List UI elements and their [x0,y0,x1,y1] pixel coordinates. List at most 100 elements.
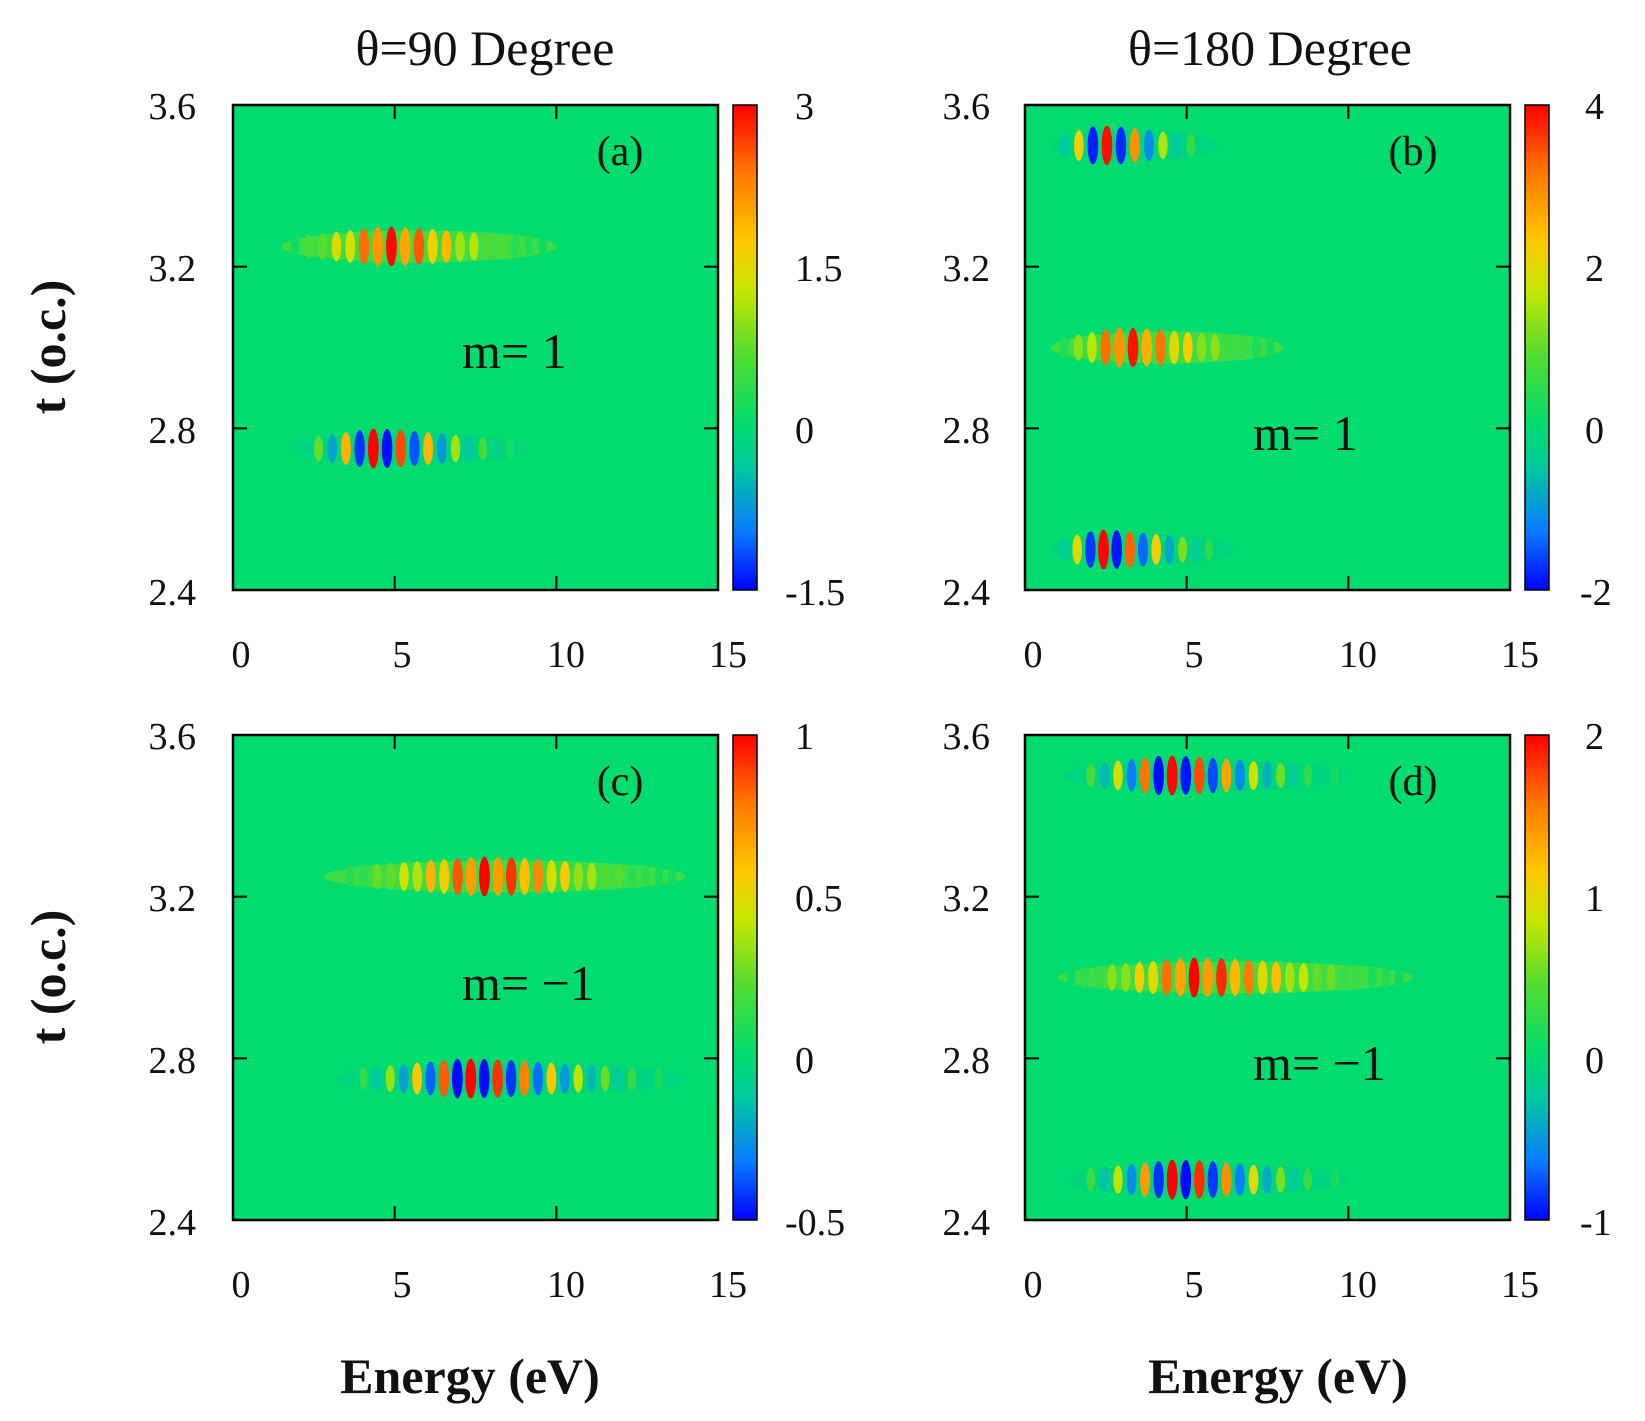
burst-fringe [345,230,356,263]
burst-fringe [1238,335,1247,360]
burst-fringe [1139,757,1151,794]
burst-fringe [1186,133,1196,157]
xtick-label: 5 [393,634,412,676]
burst-fringe [496,234,506,259]
burst-fringe [1153,755,1165,796]
panel-a-ticks [232,104,719,591]
burst-fringe [532,1061,543,1096]
colorbar-tick-label: 2 [1585,716,1604,758]
burst-fringe [1235,1163,1245,1196]
burst-fringe [1148,960,1159,995]
panel-a-bursts [281,226,557,469]
burst-fringe [1182,331,1193,364]
burst-fringe [327,434,338,463]
burst-fringe [1113,760,1123,791]
burst-fringe [1137,532,1149,567]
burst-fringe [1100,329,1111,366]
burst-halo [291,432,524,465]
xtick-label: 0 [1024,634,1043,676]
panel-a-label: (a) [597,129,644,175]
burst-fringe [1248,1164,1259,1195]
burst-fringe [464,435,474,462]
burst-fringe [519,858,530,895]
burst-fringe [1316,1168,1326,1191]
xtick-label: 0 [232,634,251,676]
burst-fringe [413,227,425,265]
burst-fringe [318,233,328,260]
burst-fringe [538,235,547,258]
xtick-label: 10 [1339,634,1377,676]
burst-fringe [1126,759,1137,792]
burst-fringe [560,860,570,893]
burst-fringe [1353,965,1363,990]
burst-fringe [1072,534,1082,565]
burst-fringe [1251,336,1261,359]
panel-c-label: (c) [597,759,644,805]
burst-fringe [1312,964,1322,991]
burst-fringe [1194,756,1205,795]
xtick-label: 10 [547,634,585,676]
burst-fringe [1229,958,1241,997]
burst-fringe [398,1063,409,1094]
panel-a-frame [231,103,720,592]
burst-fringe [331,231,342,262]
burst-fringe [1101,125,1113,166]
burst-fringe [1175,958,1186,997]
ylabel-bottom: t (o.c.) [20,910,76,1045]
burst-fringe [533,858,544,894]
burst-fringe [359,864,369,889]
colorbar-a [732,104,758,591]
panel-d-ticks [1024,734,1511,1221]
burst-fringe [1074,130,1084,161]
burst-fringe [667,1067,677,1090]
burst-fringe [1217,538,1227,561]
panel-b-bursts [1050,125,1284,570]
ytick-label: 3.6 [943,86,991,128]
xtick-label: 15 [709,634,747,676]
xtick-label: 10 [1339,1264,1377,1306]
ylabel-top: t (o.c.) [20,280,76,415]
burst-fringe [1188,957,1200,998]
ytick-label: 3.6 [149,716,197,758]
panel-c-bursts [323,856,686,1099]
burst-fringe [1367,966,1377,989]
burst-fringe [300,437,310,460]
burst-fringe [1158,131,1168,160]
colorbar-tick-label: 0.5 [795,878,843,920]
xtick-label: 15 [1501,1264,1539,1306]
ytick-label: 2.8 [149,1040,197,1082]
burst-fringe [358,228,370,265]
burst-fringe [290,235,300,258]
burst-fringe [372,1066,382,1091]
xtick-label: 5 [1185,1264,1204,1306]
burst-fringe [1161,959,1172,996]
panel-b: 3.6 3.2 2.8 2.4 0 5 10 15 (b) m= 1 4 2 0… [943,86,1612,676]
burst-fringe [367,428,379,469]
burst-fringe [1271,961,1282,994]
xtick-label: 5 [393,1264,412,1306]
burst-fringe [1169,330,1180,365]
ytick-label: 3.6 [943,716,991,758]
burst-fringe [1073,1168,1082,1191]
burst-fringe [1207,757,1218,794]
colorbar-c [732,734,758,1221]
burst-fringe [492,856,504,897]
ytick-label: 2.8 [943,410,991,452]
burst-fringe [1303,1168,1313,1192]
ytick-label: 2.4 [149,572,197,614]
burst-fringe [1086,1167,1096,1192]
burst-fringe [506,857,517,896]
panel-b-frame [1023,103,1512,592]
colorbar-tick-label: -0.5 [785,1202,845,1244]
panel-a: 3.6 3.2 2.8 2.4 0 5 10 15 (a) m= 1 3 1.5… [149,86,846,676]
ytick-label: 2.4 [943,572,991,614]
burst-fringe [395,429,407,468]
burst-fringe [412,1062,422,1095]
colorbar-tick-label: 2 [1585,248,1604,290]
ytick-label: 2.8 [943,1040,991,1082]
panel-b-ticks [1024,104,1511,591]
burst-fringe [1248,760,1259,790]
burst-fringe [1191,537,1201,562]
burst-fringe [478,436,488,461]
